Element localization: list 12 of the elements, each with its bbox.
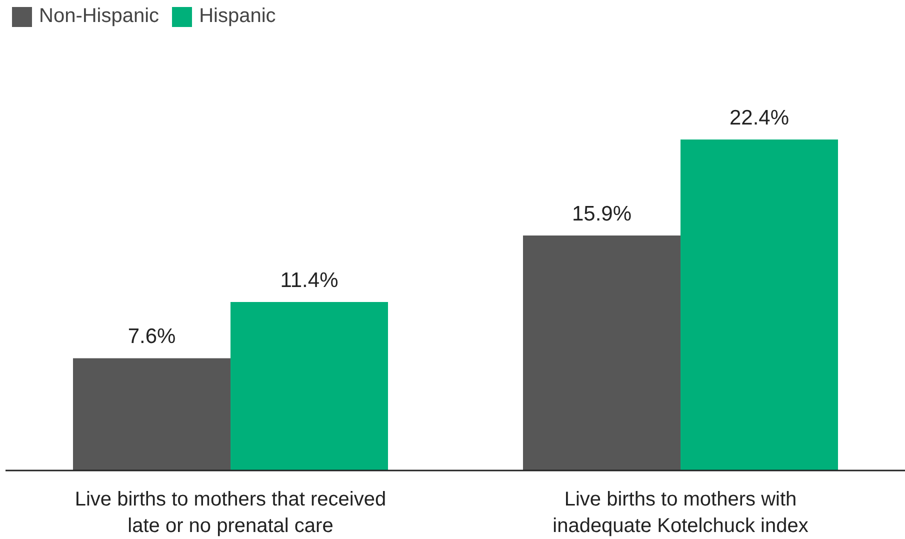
bar bbox=[680, 140, 838, 470]
bar bbox=[523, 236, 680, 470]
data-label: 15.9% bbox=[572, 202, 632, 226]
legend-label: Hispanic bbox=[199, 5, 276, 28]
data-label: 7.6% bbox=[128, 325, 176, 348]
data-label: 11.4% bbox=[280, 269, 338, 292]
data-label: 22.4% bbox=[729, 106, 790, 130]
legend-label: Non-Hispanic bbox=[39, 5, 160, 28]
x-tick-label: Live births to mothers that received late or no prenatal care bbox=[74, 488, 386, 537]
bar bbox=[230, 302, 388, 470]
bar bbox=[73, 358, 230, 470]
x-tick-label: Live births to mothers with inadequate Kotelchuck index bbox=[552, 488, 808, 537]
